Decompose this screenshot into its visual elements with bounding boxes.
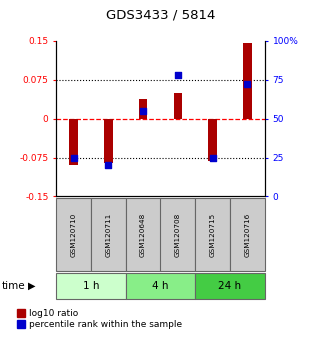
Bar	[195, 273, 265, 299]
Point	[141, 108, 146, 114]
Bar	[91, 198, 126, 271]
Bar	[126, 273, 195, 299]
Bar	[69, 119, 78, 165]
Text: GSM120711: GSM120711	[105, 212, 111, 257]
Bar	[174, 93, 182, 119]
Legend: log10 ratio, percentile rank within the sample: log10 ratio, percentile rank within the …	[17, 309, 182, 329]
Bar	[56, 198, 91, 271]
Point	[71, 155, 76, 160]
Text: GDS3433 / 5814: GDS3433 / 5814	[106, 9, 215, 22]
Bar	[126, 198, 160, 271]
Bar	[104, 119, 113, 163]
Text: GSM120715: GSM120715	[210, 212, 216, 257]
Text: GSM120710: GSM120710	[71, 212, 77, 257]
Point	[175, 72, 180, 78]
Text: GSM120716: GSM120716	[244, 212, 250, 257]
Text: ▶: ▶	[28, 281, 35, 291]
Text: GSM120708: GSM120708	[175, 212, 181, 257]
Bar	[139, 99, 147, 119]
Text: GSM120648: GSM120648	[140, 212, 146, 257]
Bar	[195, 198, 230, 271]
Bar	[230, 198, 265, 271]
Point	[106, 162, 111, 168]
Text: time: time	[2, 281, 25, 291]
Bar	[56, 273, 126, 299]
Text: 4 h: 4 h	[152, 281, 169, 291]
Bar	[160, 198, 195, 271]
Text: 1 h: 1 h	[83, 281, 99, 291]
Bar	[243, 43, 252, 119]
Point	[245, 81, 250, 87]
Text: 24 h: 24 h	[219, 281, 242, 291]
Point	[210, 155, 215, 160]
Bar	[208, 119, 217, 161]
